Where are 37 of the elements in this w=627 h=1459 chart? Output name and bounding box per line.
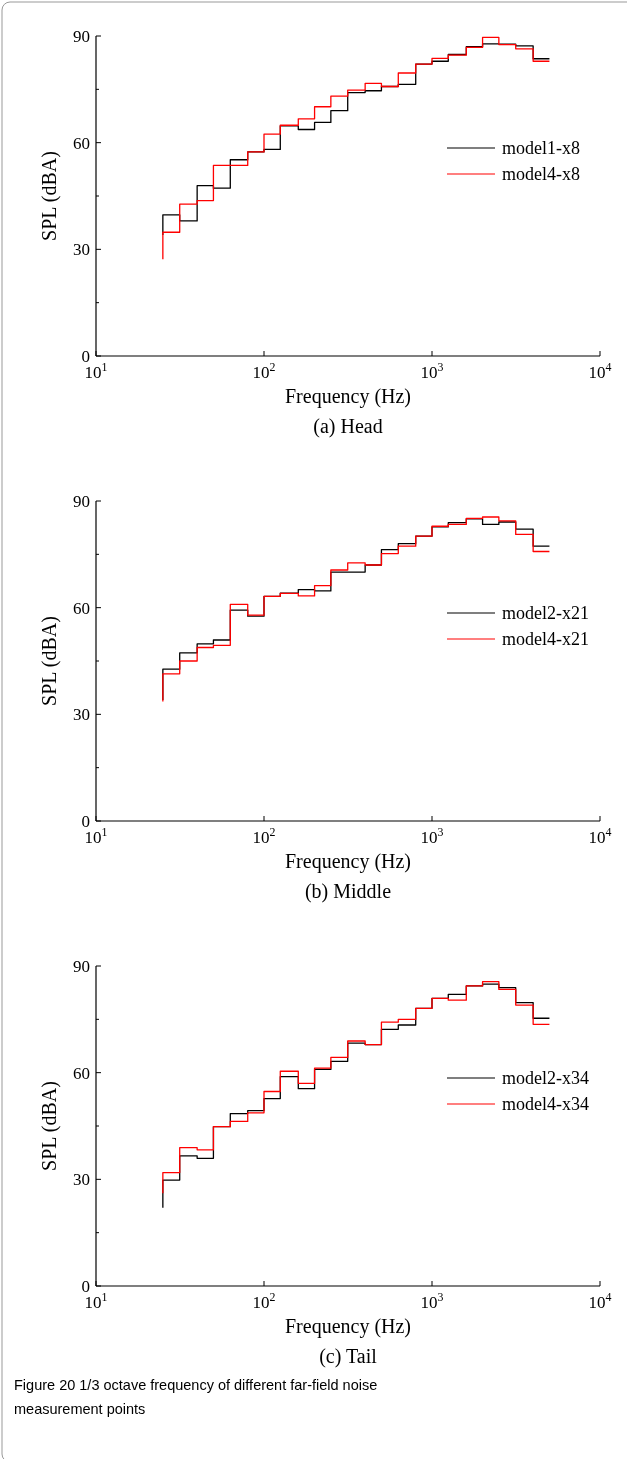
y-tick-label: 30 (73, 240, 90, 260)
x-tick-label: 10$^{3}$ (420, 825, 444, 847)
y-tick-label: 30 (73, 1170, 90, 1190)
y-axis-title: SPL (dBA) (38, 1081, 61, 1171)
x-tick-label: 10$^{2}$ (252, 360, 276, 382)
legend-label: model4-x21 (502, 629, 589, 649)
x-axis-title: Frequency (Hz) (284, 1315, 412, 1338)
caption: Figure 20 1/3 octave frequency of different far-field noise measurement points (14, 1377, 378, 1417)
legend-label: model1-x8 (502, 138, 580, 158)
legend-label: model2-x34 (502, 1068, 589, 1088)
x-axis-title: Frequency (Hz) (284, 850, 412, 873)
x-tick-label: 10$^{4}$ (588, 360, 612, 382)
y-tick-label: 90 (73, 27, 90, 46)
x-axis-title: Frequency (Hz) (284, 385, 412, 408)
y-tick-label: 0 (81, 347, 90, 366)
text: (b) Middle (304, 880, 392, 903)
y-tick-label: 60 (73, 598, 90, 618)
text: (a) Head (313, 415, 383, 438)
legend-label: model4-x8 (502, 164, 580, 184)
y-tick-label: 90 (73, 957, 90, 976)
y-tick-label: 30 (73, 705, 90, 725)
y-tick-label: 0 (81, 1277, 90, 1296)
x-tick-label: 10$^{2}$ (252, 825, 276, 847)
legend-label: model4-x34 (502, 1094, 589, 1114)
x-tick-label: 10$^{3}$ (420, 360, 444, 382)
x-tick-label: 10$^{4}$ (588, 825, 612, 847)
y-tick-label: 60 (73, 133, 90, 153)
x-tick-label: 10$^{3}$ (420, 1290, 444, 1312)
legend-label: model2-x21 (502, 603, 589, 623)
y-axis-title: SPL (dBA) (38, 616, 61, 706)
y-tick-label: 0 (81, 812, 90, 831)
y-tick-label: 90 (73, 492, 90, 511)
y-axis-title: SPL (dBA) (38, 151, 61, 241)
x-tick-label: 10$^{2}$ (252, 1290, 276, 1312)
y-tick-label: 60 (73, 1063, 90, 1083)
text: (c) Tail (319, 1345, 378, 1368)
x-tick-label: 10$^{4}$ (588, 1290, 612, 1312)
